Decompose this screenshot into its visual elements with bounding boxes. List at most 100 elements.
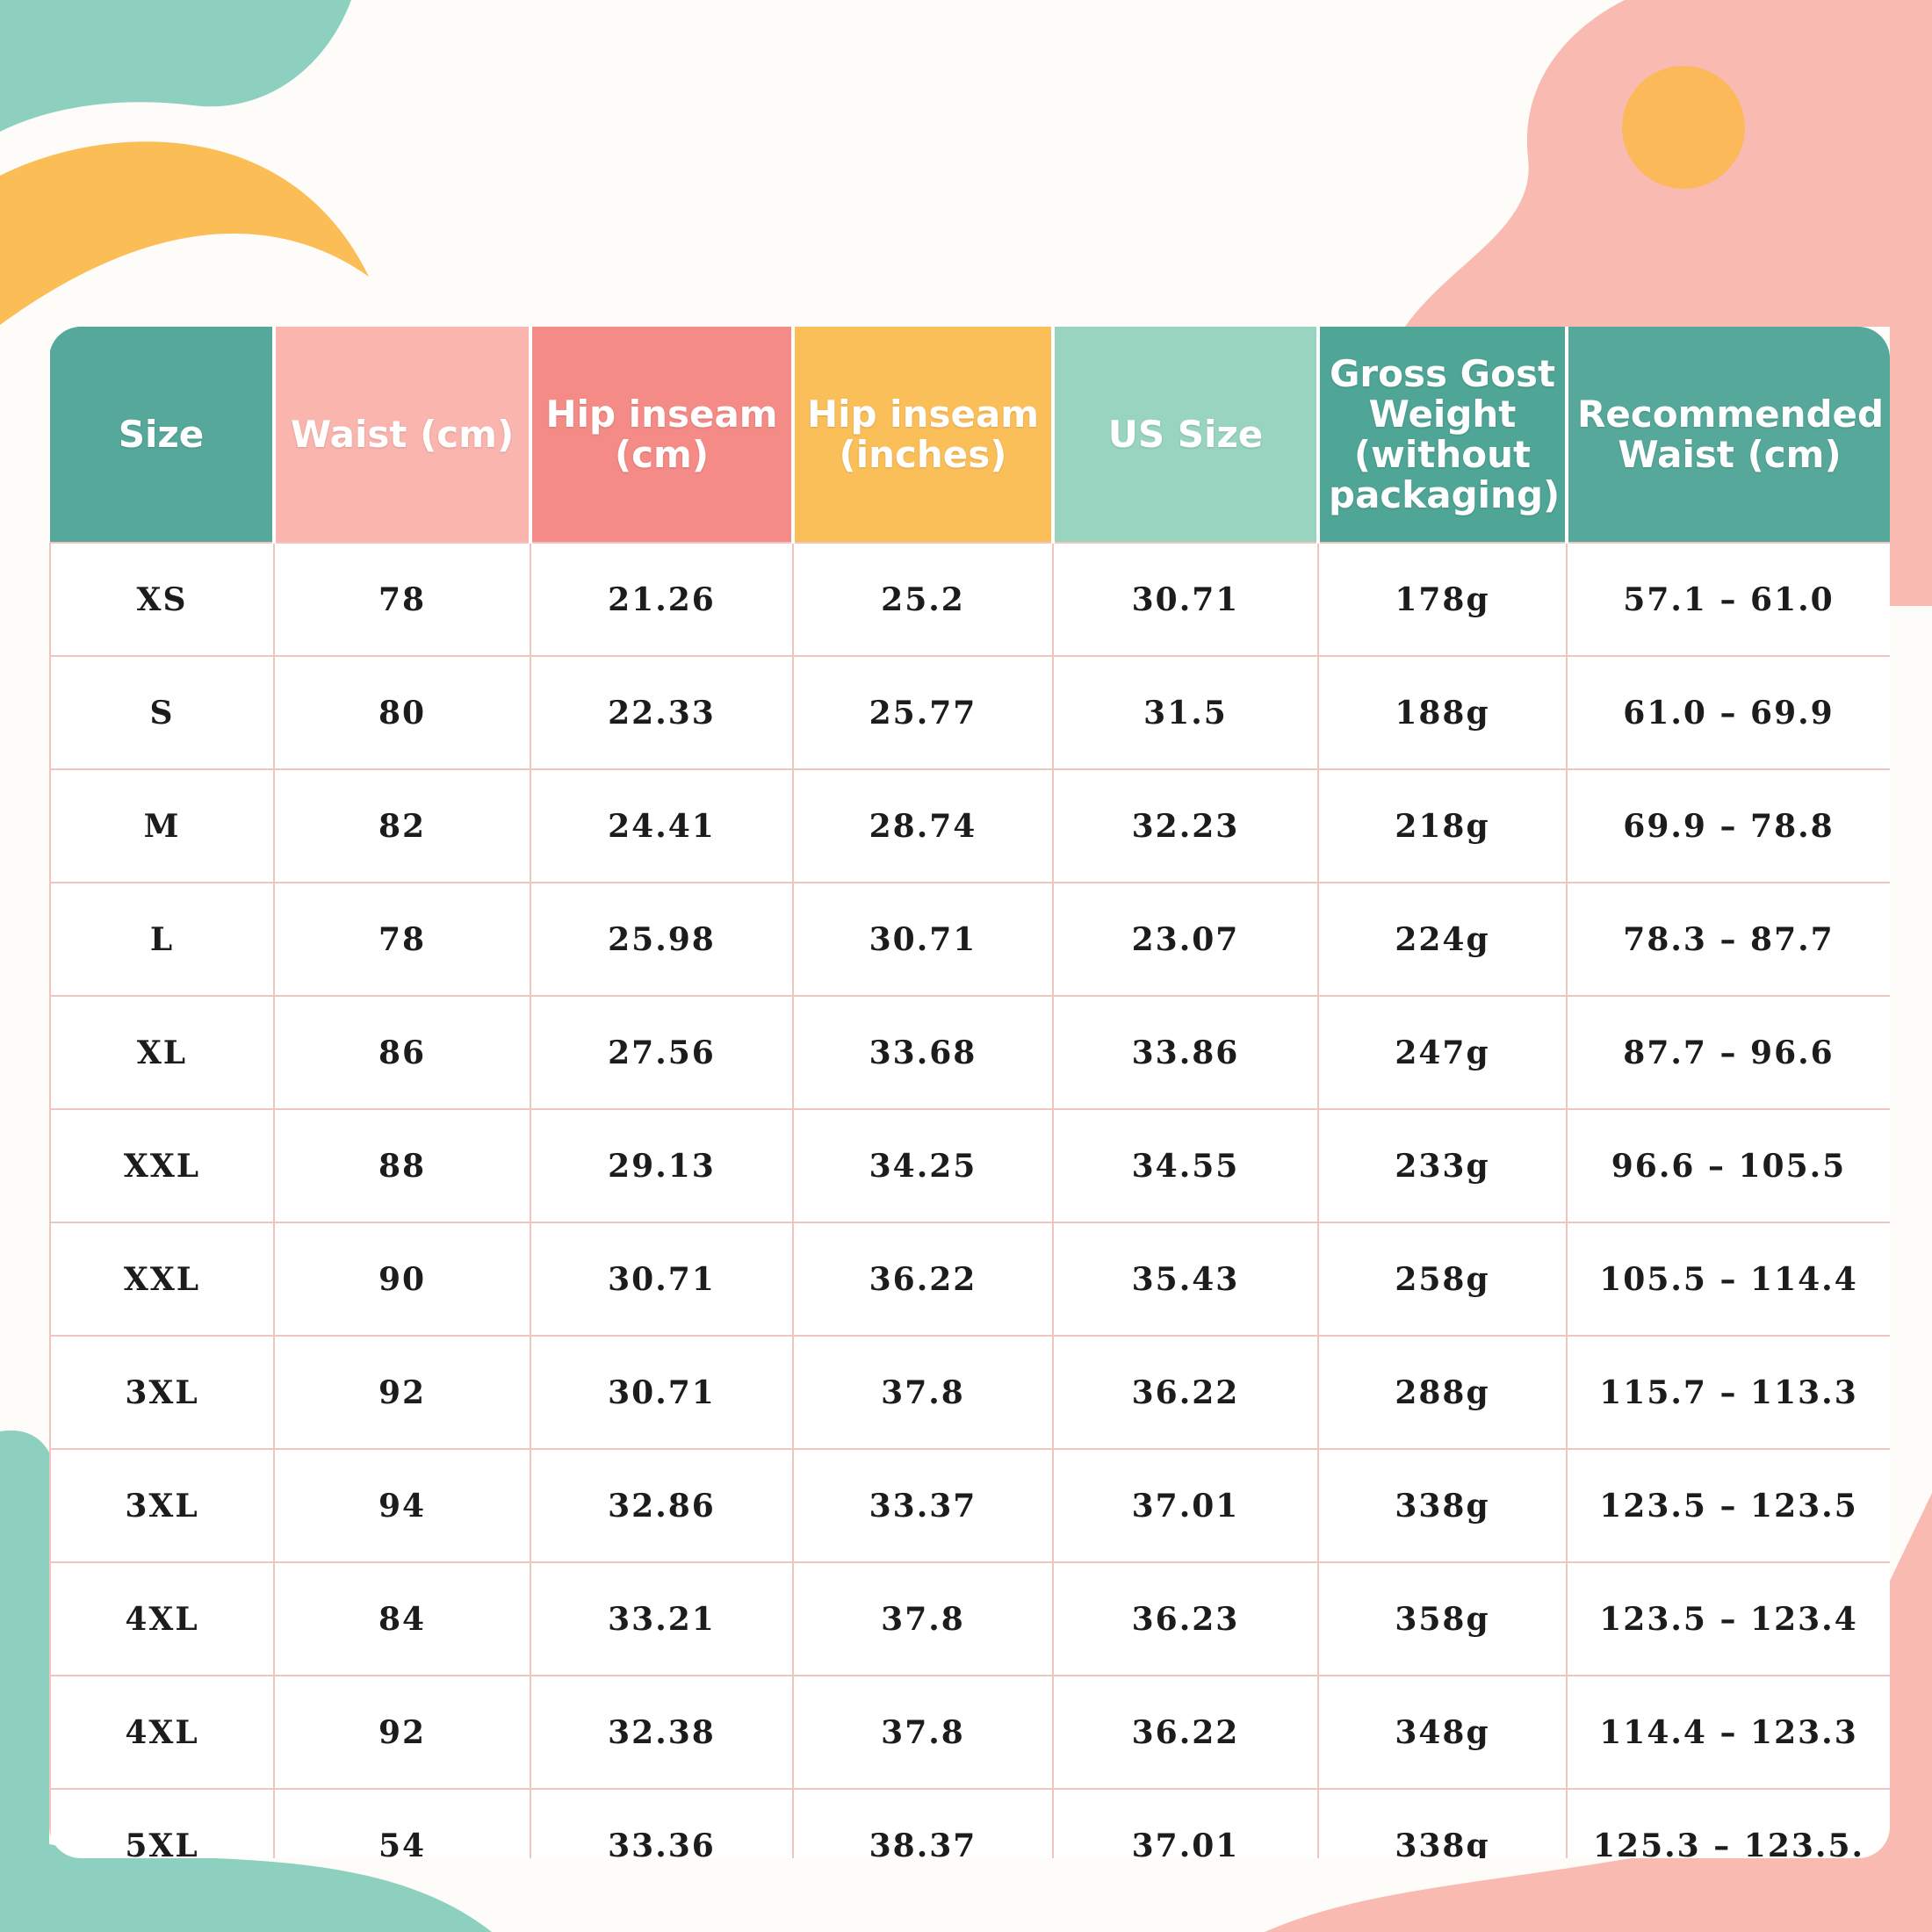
table-row: XS 78 21.26 25.2 30.71 178g 57.1 – 61.0 xyxy=(49,542,1890,657)
table-cell: 28.74 xyxy=(792,768,1054,883)
table-cell: 348g xyxy=(1317,1675,1568,1790)
table-cell: 32.23 xyxy=(1052,768,1319,883)
table-cell: 22.33 xyxy=(530,655,794,770)
table-cell: 90 xyxy=(273,1222,531,1337)
table-cell: 84 xyxy=(273,1561,531,1676)
table-cell: 80 xyxy=(273,655,531,770)
blob-pink-top xyxy=(1405,0,1932,606)
table-cell: 105.5 – 114.4 xyxy=(1566,1222,1890,1337)
arc-yellow xyxy=(0,141,369,325)
table-cell: 78.3 – 87.7 xyxy=(1566,882,1890,997)
table-cell: 30.71 xyxy=(792,882,1054,997)
table-cell: 29.13 xyxy=(530,1108,794,1223)
table-cell: 25.98 xyxy=(530,882,794,997)
table-cell: XXL xyxy=(49,1108,275,1223)
table-cell: 88 xyxy=(273,1108,531,1223)
table-cell: XXL xyxy=(49,1222,275,1337)
table-cell: 33.21 xyxy=(530,1561,794,1676)
table-cell: 30.71 xyxy=(530,1335,794,1450)
table-cell: 3XL xyxy=(49,1335,275,1450)
table-cell: 92 xyxy=(273,1335,531,1450)
table-cell: 96.6 – 105.5 xyxy=(1566,1108,1890,1223)
table-row: S 80 22.33 25.77 31.5 188g 61.0 – 69.9 xyxy=(49,655,1890,770)
table-cell: 69.9 – 78.8 xyxy=(1566,768,1890,883)
table-cell: 338g xyxy=(1317,1448,1568,1563)
table-row: 3XL 94 32.86 33.37 37.01 338g 123.5 – 123.5 xyxy=(49,1448,1890,1563)
table-row: 3XL 92 30.71 37.8 36.22 288g 115.7 – 113.3 xyxy=(49,1335,1890,1450)
table-cell: 37.8 xyxy=(792,1561,1054,1676)
table-row: XXL 90 30.71 36.22 35.43 258g 105.5 – 114.4 xyxy=(49,1222,1890,1337)
table-cell: 123.5 – 123.5 xyxy=(1566,1448,1890,1563)
table-cell: 33.86 xyxy=(1052,995,1319,1110)
table-cell: 123.5 – 123.4 xyxy=(1566,1561,1890,1676)
table-cell: 38.37 xyxy=(792,1788,1054,1858)
table-cell: 21.26 xyxy=(530,542,794,657)
table-cell: 3XL xyxy=(49,1448,275,1563)
size-table-card: Size Waist (cm) Hip inseam (cm) Hip inseam … xyxy=(49,327,1890,1858)
table-cell: 125.3 – 123.5. xyxy=(1566,1788,1890,1858)
column-header: Hip inseam (cm) xyxy=(530,327,795,543)
table-cell: 36.22 xyxy=(792,1222,1054,1337)
table-cell: 115.7 – 113.3 xyxy=(1566,1335,1890,1450)
table-cell: 247g xyxy=(1317,995,1568,1110)
table-cell: 54 xyxy=(273,1788,531,1858)
table-cell: 5XL xyxy=(49,1788,275,1858)
table-cell: 218g xyxy=(1317,768,1568,883)
table-cell: 31.5 xyxy=(1052,655,1319,770)
table-cell: 33.68 xyxy=(792,995,1054,1110)
table-cell: 35.43 xyxy=(1052,1222,1319,1337)
table-cell: L xyxy=(49,882,275,997)
table-cell: 23.07 xyxy=(1052,882,1319,997)
table-cell: S xyxy=(49,655,275,770)
blob-teal-top xyxy=(0,0,351,132)
table-cell: XL xyxy=(49,995,275,1110)
table-cell: 258g xyxy=(1317,1222,1568,1337)
table-cell: 233g xyxy=(1317,1108,1568,1223)
header-row: Size Waist (cm) Hip inseam (cm) Hip inseam … xyxy=(50,327,1890,543)
table-cell: 36.22 xyxy=(1052,1335,1319,1450)
table-cell: 37.8 xyxy=(792,1335,1054,1450)
sun-circle xyxy=(1622,66,1745,189)
table-cell: 178g xyxy=(1317,542,1568,657)
table-cell: 82 xyxy=(273,768,531,883)
table-cell: 30.71 xyxy=(530,1222,794,1337)
table-cell: 358g xyxy=(1317,1561,1568,1676)
table-row: XXL 88 29.13 34.25 34.55 233g 96.6 – 105.5 xyxy=(49,1108,1890,1223)
table-cell: 114.4 – 123.3 xyxy=(1566,1675,1890,1790)
column-header: US Size xyxy=(1053,327,1320,543)
table-cell: 37.8 xyxy=(792,1675,1054,1790)
table-cell: 338g xyxy=(1317,1788,1568,1858)
table-cell: 224g xyxy=(1317,882,1568,997)
table-cell: 78 xyxy=(273,542,531,657)
table-row: 5XL 54 33.36 38.37 37.01 338g 125.3 – 123.5. xyxy=(49,1788,1890,1858)
table-row: M 82 24.41 28.74 32.23 218g 69.9 – 78.8 xyxy=(49,768,1890,883)
table-row: XL 86 27.56 33.68 33.86 247g 87.7 – 96.6 xyxy=(49,995,1890,1110)
column-header: Hip inseam (inches) xyxy=(793,327,1055,543)
table-cell: 27.56 xyxy=(530,995,794,1110)
table-cell: 36.23 xyxy=(1052,1561,1319,1676)
table-cell: 24.41 xyxy=(530,768,794,883)
table-cell: 30.71 xyxy=(1052,542,1319,657)
table-cell: 33.37 xyxy=(792,1448,1054,1563)
table-row: L 78 25.98 30.71 23.07 224g 78.3 – 87.7 xyxy=(49,882,1890,997)
table-cell: 92 xyxy=(273,1675,531,1790)
table-cell: 61.0 – 69.9 xyxy=(1566,655,1890,770)
size-table: Size Waist (cm) Hip inseam (cm) Hip inseam … xyxy=(49,327,1890,1858)
table-body: XS 78 21.26 25.2 30.71 178g 57.1 – 61.0 S 80 22.3… xyxy=(49,542,1890,1858)
table-cell: 37.01 xyxy=(1052,1788,1319,1858)
blob-pink-bottom xyxy=(1265,1493,1932,1932)
column-header: Size xyxy=(50,327,276,543)
column-header: Waist (cm) xyxy=(274,327,532,543)
table-cell: XS xyxy=(49,542,275,657)
column-header: Gross Gost Weight (without packaging) xyxy=(1318,327,1568,543)
table-cell: 78 xyxy=(273,882,531,997)
table-cell: 32.38 xyxy=(530,1675,794,1790)
table-cell: 57.1 – 61.0 xyxy=(1566,542,1890,657)
table-cell: 288g xyxy=(1317,1335,1568,1450)
table-cell: 86 xyxy=(273,995,531,1110)
table-cell: M xyxy=(49,768,275,883)
table-cell: 25.2 xyxy=(792,542,1054,657)
table-cell: 32.86 xyxy=(530,1448,794,1563)
table-cell: 188g xyxy=(1317,655,1568,770)
